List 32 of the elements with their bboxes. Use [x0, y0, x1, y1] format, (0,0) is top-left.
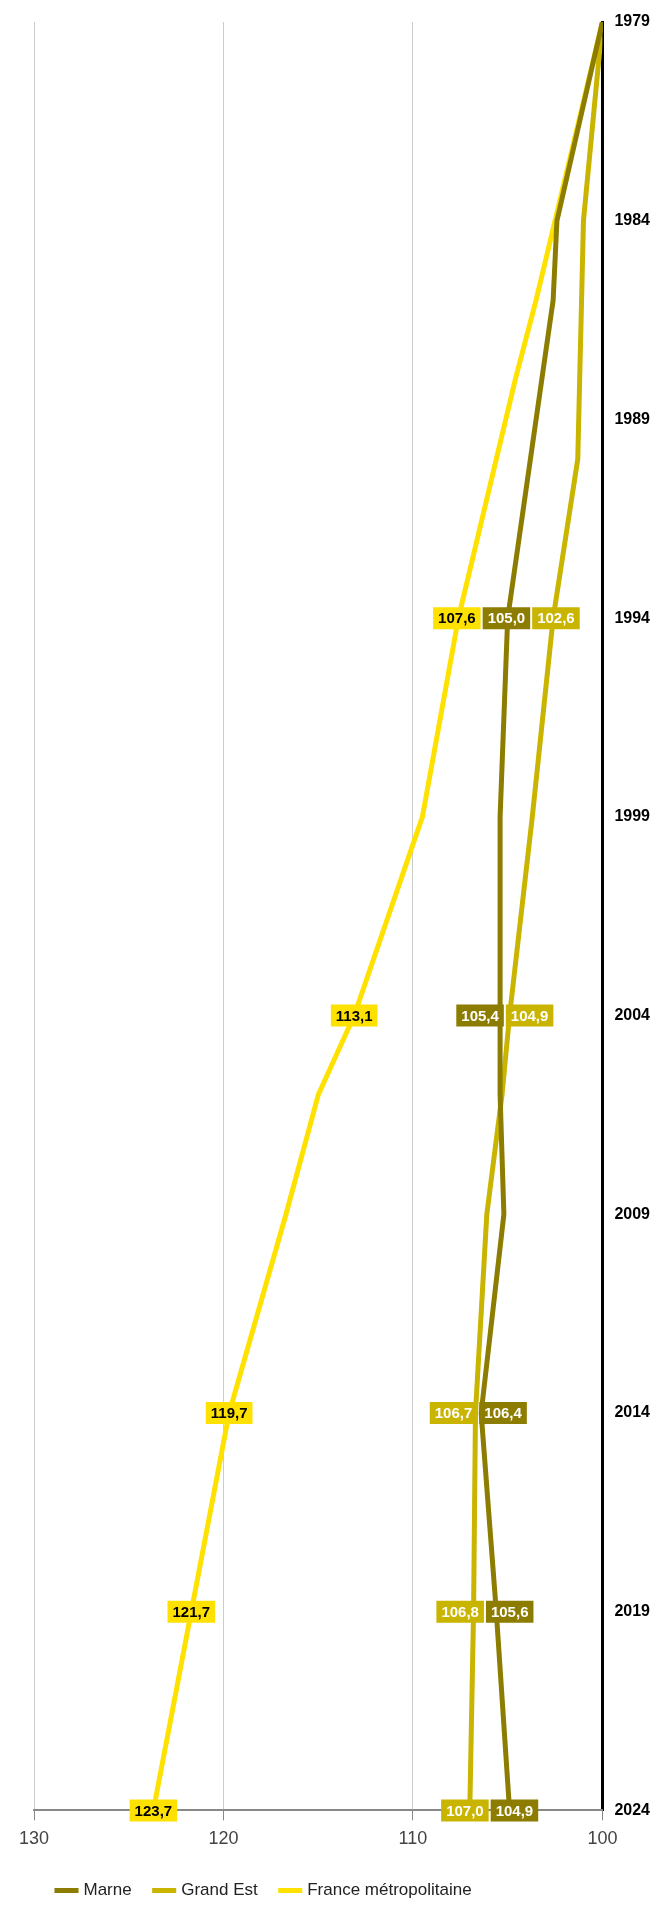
y-tick-label: 2024 [614, 1800, 651, 1818]
x-tick-label: 110 [398, 1828, 428, 1849]
y-tick-label: 2004 [614, 1005, 651, 1023]
data-label: 104,9 [495, 1801, 534, 1819]
legend-label: France métropolitaine [307, 1880, 472, 1900]
data-label: 106,4 [484, 1404, 523, 1422]
data-label: 105,4 [461, 1006, 500, 1024]
legend-label: Grand Est [181, 1880, 258, 1900]
data-label: 106,7 [434, 1404, 473, 1422]
data-label: 105,6 [490, 1602, 529, 1620]
data-label: 123,7 [134, 1801, 173, 1819]
x-tick-label: 100 [587, 1828, 618, 1849]
y-tick-label: 2009 [614, 1204, 651, 1222]
data-label: 119,7 [210, 1404, 248, 1422]
data-label: 113,1 [335, 1006, 373, 1024]
y-tick-label: 1989 [614, 409, 651, 427]
data-label: 102,6 [537, 609, 575, 627]
data-label: 104,9 [510, 1006, 549, 1024]
y-tick-label: 1999 [614, 807, 651, 825]
y-tick-label: 1984 [614, 211, 651, 229]
y-tick-label: 1994 [614, 608, 651, 626]
data-label: 107,0 [446, 1801, 484, 1819]
y-tick-label: 2019 [614, 1602, 651, 1620]
legend-label: Marne [83, 1880, 132, 1900]
data-label: 106,8 [441, 1602, 479, 1620]
x-tick-label: 130 [18, 1828, 50, 1849]
x-tick-label: 120 [208, 1828, 239, 1849]
y-tick-label: 1979 [614, 12, 651, 30]
y-tick-label: 2014 [614, 1403, 651, 1421]
data-label: 121,7 [172, 1602, 211, 1620]
data-label: 105,0 [487, 609, 526, 627]
data-label: 107,6 [438, 609, 476, 627]
